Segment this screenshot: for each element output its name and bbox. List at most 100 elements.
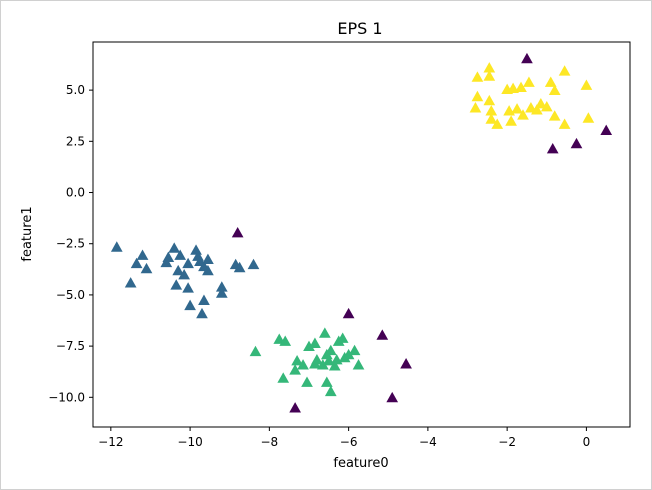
data-point-triangle <box>318 327 331 338</box>
x-tick-label: −6 <box>340 435 358 449</box>
y-tick-label: 0.0 <box>66 186 85 200</box>
data-point-triangle <box>215 281 228 292</box>
data-point-triangle <box>303 340 315 352</box>
x-tick-label: −2 <box>498 435 516 449</box>
data-point-triangle <box>317 359 329 370</box>
data-point-triangle <box>548 84 561 96</box>
data-point-triangle <box>182 282 194 293</box>
data-point-triangle <box>485 113 498 124</box>
data-point-triangle <box>174 249 187 260</box>
data-point-triangle <box>485 105 498 116</box>
data-point-triangle <box>505 115 517 126</box>
chart-title: EPS 1 <box>337 19 382 38</box>
data-point-triangle <box>168 242 181 253</box>
x-axis: −12 −10 −8 −6 −4 −2 0 <box>98 427 590 449</box>
data-point-triangle <box>289 364 301 375</box>
data-point-triangle <box>172 264 185 276</box>
data-point-triangle <box>570 137 583 149</box>
data-point-triangle <box>471 90 484 102</box>
data-point-triangle <box>140 262 153 274</box>
data-point-triangle <box>196 307 208 319</box>
data-point-triangle <box>491 118 504 129</box>
data-point-triangle <box>291 354 303 366</box>
data-point-triangle <box>558 118 571 129</box>
data-points <box>110 52 613 413</box>
x-tick-label: −4 <box>419 435 437 449</box>
data-point-triangle <box>249 345 262 357</box>
data-point-triangle <box>202 253 214 264</box>
data-point-triangle <box>511 103 523 114</box>
x-tick-label: 0 <box>583 435 591 449</box>
data-point-triangle <box>548 110 561 121</box>
data-point-triangle <box>352 359 365 370</box>
data-point-triangle <box>507 82 519 94</box>
data-point-triangle <box>215 287 228 298</box>
data-point-triangle <box>546 143 559 154</box>
data-point-triangle <box>523 76 535 87</box>
data-point-triangle <box>178 268 191 280</box>
data-point-triangle <box>471 71 484 82</box>
y-tick-label: −2.5 <box>56 237 85 251</box>
data-point-triangle <box>400 358 412 369</box>
data-point-triangle <box>124 277 137 288</box>
data-point-triangle <box>517 109 529 120</box>
data-point-triangle <box>515 81 527 92</box>
data-point-triangle <box>136 249 149 260</box>
data-point-triangle <box>521 52 533 64</box>
data-point-triangle <box>231 226 244 238</box>
y-tick-label: 5.0 <box>66 83 85 97</box>
data-point-triangle <box>277 372 290 383</box>
data-point-triangle <box>301 376 313 387</box>
data-point-triangle <box>198 294 210 305</box>
data-point-triangle <box>289 402 301 413</box>
data-point-triangle <box>348 344 361 356</box>
data-point-triangle <box>320 376 333 387</box>
data-point-triangle <box>233 261 246 273</box>
data-point-triangle <box>531 104 543 115</box>
data-point-triangle <box>328 360 341 371</box>
data-point-triangle <box>202 264 214 276</box>
data-point-triangle <box>558 65 571 76</box>
data-point-triangle <box>110 241 123 252</box>
data-point-triangle <box>469 102 482 113</box>
x-tick-label: −12 <box>98 435 123 449</box>
data-point-triangle <box>162 251 175 262</box>
data-point-triangle <box>386 391 399 403</box>
y-tick-label: −5.0 <box>56 288 85 302</box>
data-point-triangle <box>483 62 496 73</box>
data-point-triangle <box>544 76 557 87</box>
x-tick-label: −8 <box>261 435 279 449</box>
y-tick-label: −10.0 <box>48 390 85 404</box>
data-point-triangle <box>600 124 613 135</box>
data-point-triangle <box>324 385 337 397</box>
data-point-triangle <box>534 97 547 109</box>
data-point-triangle <box>540 101 553 112</box>
data-point-triangle <box>311 353 323 365</box>
data-point-triangle <box>483 94 496 106</box>
data-point-triangle <box>130 257 143 269</box>
y-axis-label: feature1 <box>20 206 35 261</box>
data-point-triangle <box>279 335 292 346</box>
data-point-triangle <box>483 70 496 81</box>
data-point-triangle <box>336 332 349 343</box>
data-point-triangle <box>376 329 389 340</box>
data-point-triangle <box>247 258 260 270</box>
data-point-triangle <box>170 279 183 290</box>
y-tick-label: 2.5 <box>66 134 85 148</box>
x-tick-label: −10 <box>177 435 202 449</box>
data-point-triangle <box>297 359 309 370</box>
data-point-triangle <box>342 307 355 319</box>
data-point-triangle <box>190 244 202 255</box>
data-point-triangle <box>182 257 194 269</box>
data-point-triangle <box>322 354 335 366</box>
data-point-triangle <box>309 337 321 348</box>
data-point-triangle <box>580 79 593 90</box>
x-axis-label: feature0 <box>333 456 388 471</box>
data-point-triangle <box>342 348 355 360</box>
data-point-triangle <box>184 299 196 311</box>
data-point-triangle <box>324 344 337 356</box>
y-tick-label: −7.5 <box>56 339 85 353</box>
y-axis: −10.0 −7.5 −5.0 −2.5 0.0 2.5 5.0 <box>48 83 93 404</box>
data-point-triangle <box>582 112 595 123</box>
